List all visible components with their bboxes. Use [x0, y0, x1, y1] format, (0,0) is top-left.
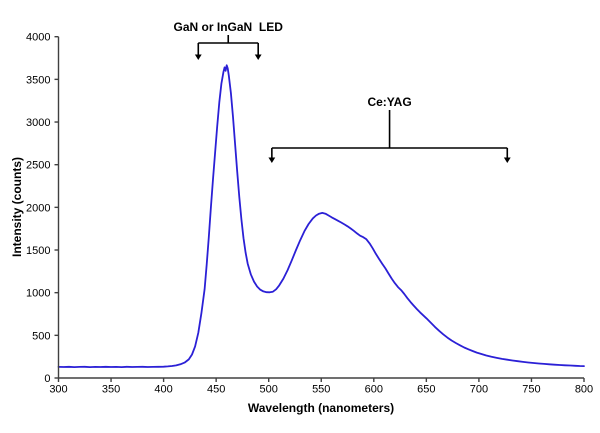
- y-tick-label: 3000: [26, 117, 50, 129]
- x-tick-label: 300: [49, 384, 67, 396]
- x-tick-label: 650: [417, 384, 435, 396]
- y-tick-label: 4000: [26, 32, 50, 44]
- y-tick-label: 500: [32, 330, 50, 342]
- annotation-brackets: [194, 35, 511, 163]
- y-tick-label: 1500: [26, 245, 50, 257]
- x-axis-title: Wavelength (nanometers): [248, 401, 394, 415]
- down-arrowhead-icon: [503, 157, 511, 163]
- annotation-bracket: [268, 110, 511, 163]
- y-tick-label: 0: [44, 373, 50, 385]
- axes: [54, 36, 585, 382]
- x-tick-label: 800: [575, 384, 593, 396]
- x-tick-label: 350: [102, 384, 120, 396]
- down-arrowhead-icon: [254, 54, 262, 60]
- y-tick-label: 3500: [26, 74, 50, 86]
- spectrum-curve-layer: [57, 64, 585, 368]
- y-axis-title: Intensity (counts): [10, 157, 24, 257]
- y-tick-label: 2500: [26, 160, 50, 172]
- annotation-ceyag-label: Ce:YAG: [367, 95, 411, 109]
- down-arrowhead-icon: [268, 157, 276, 163]
- x-tick-label: 500: [260, 384, 278, 396]
- annotation-bracket: [194, 35, 262, 60]
- y-tick-label: 1000: [26, 288, 50, 300]
- x-tick-label: 550: [312, 384, 330, 396]
- x-tick-label: 450: [207, 384, 225, 396]
- y-tick-label: 2000: [26, 202, 50, 214]
- x-tick-label: 400: [154, 384, 172, 396]
- spectrum-curve: [57, 64, 585, 368]
- down-arrowhead-icon: [194, 54, 202, 60]
- annotation-led-label: GaN or InGaN LED: [174, 20, 284, 34]
- x-tick-label: 700: [470, 384, 488, 396]
- tick-labels: 300 350 400 450 500 550 600 650 700 750 800 0 500 100…: [26, 32, 593, 396]
- x-tick-label: 600: [365, 384, 383, 396]
- x-tick-label: 750: [522, 384, 540, 396]
